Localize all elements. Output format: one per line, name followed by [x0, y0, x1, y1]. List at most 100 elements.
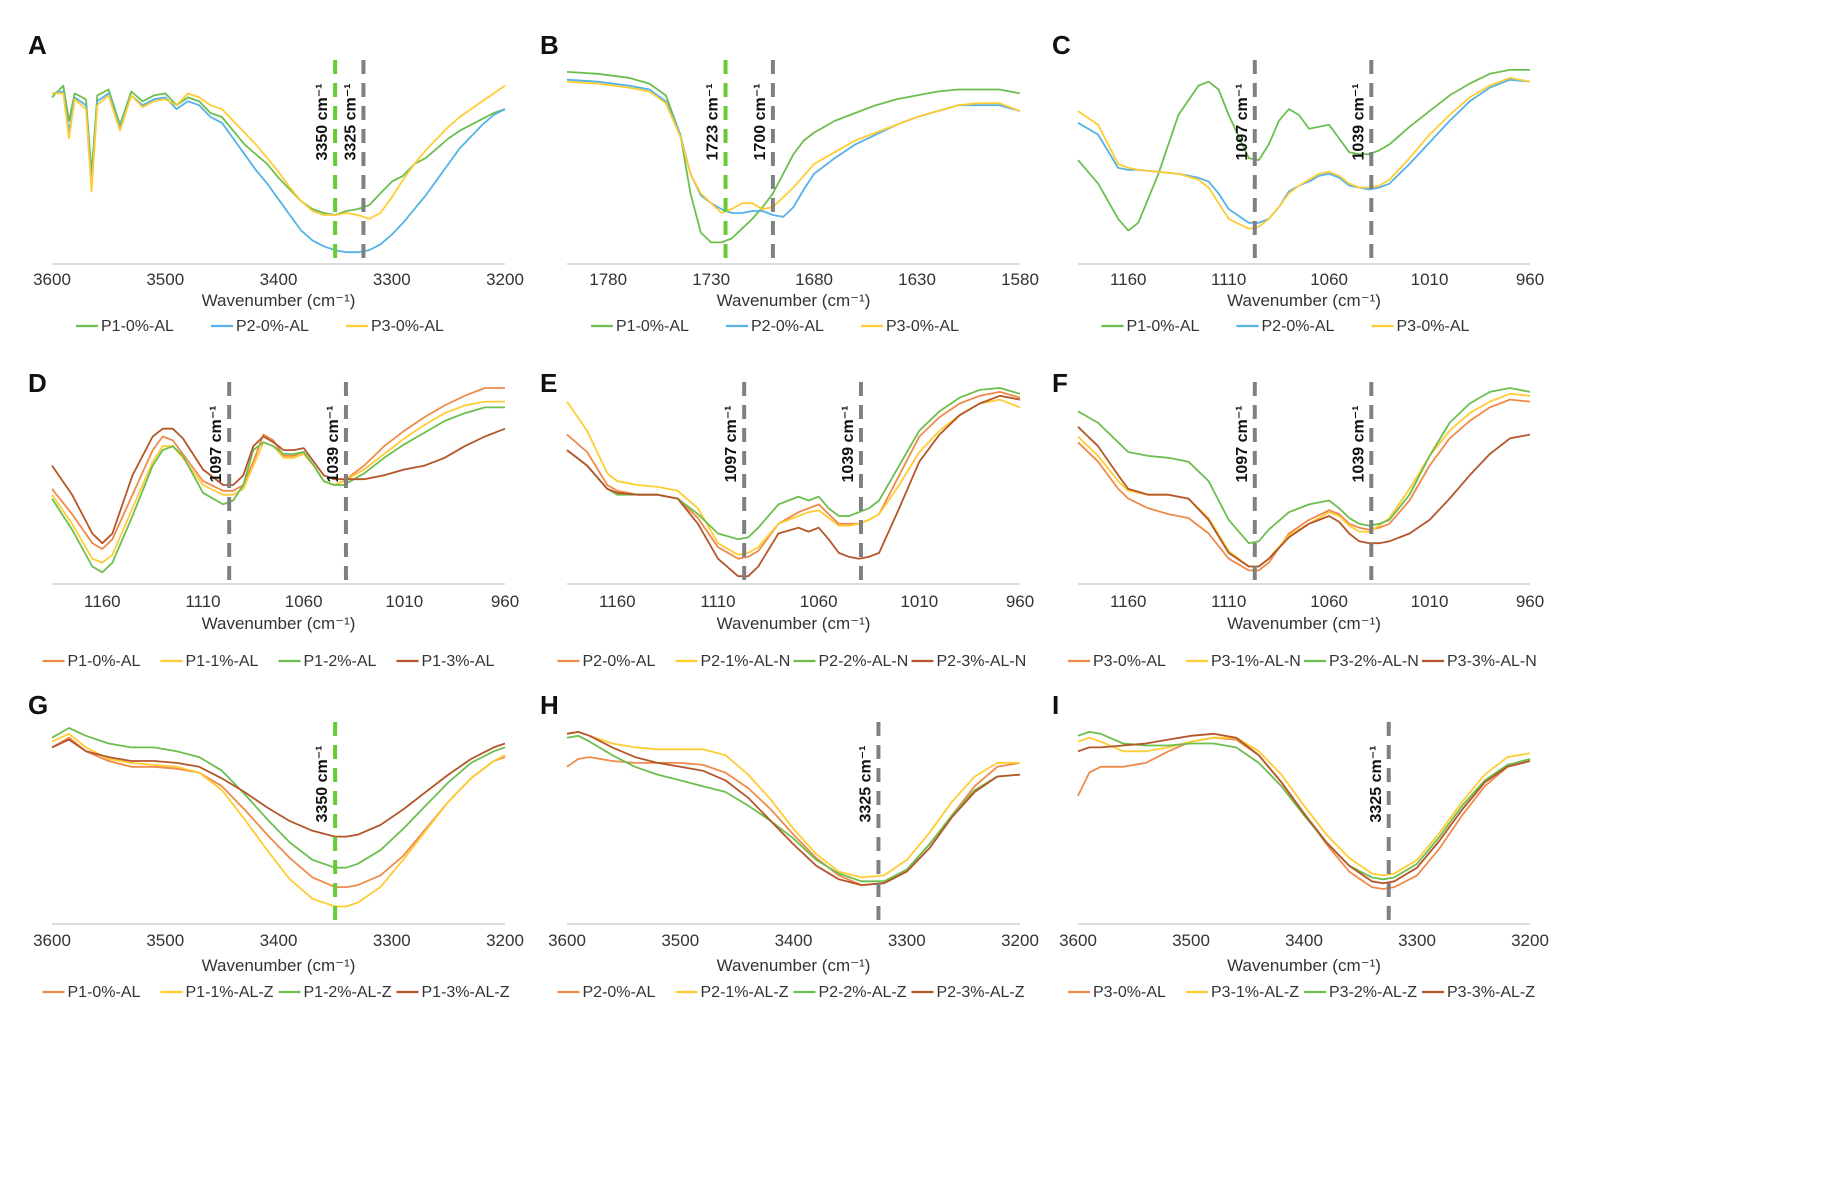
legend-label: P1-0%-AL [616, 318, 689, 335]
x-tick-label: 3600 [548, 931, 586, 950]
marker-label-1700: 1700 cm⁻¹ [752, 84, 769, 161]
marker-label-1097: 1097 cm⁻¹ [208, 406, 225, 483]
panel-letter: A [28, 30, 47, 60]
x-tick-label: 1160 [1110, 270, 1147, 289]
legend-label: P1-0%-AL [1127, 318, 1200, 335]
legend-label: P2-3%-AL-Z [937, 984, 1025, 1001]
legend-label: P2-1%-AL-Z [701, 984, 789, 1001]
marker-label-3325: 3325 cm⁻¹ [342, 84, 359, 161]
x-tick-label: 1060 [800, 592, 838, 611]
x-tick-label: 1060 [285, 592, 323, 611]
x-tick-label: 3200 [1511, 931, 1549, 950]
panel-letter: H [540, 690, 559, 720]
legend-label: P2-1%-AL-N [701, 653, 791, 670]
x-axis-label: Wavenumber (cm⁻¹) [1227, 291, 1381, 310]
legend-label: P1-1%-AL-Z [186, 984, 274, 1001]
x-tick-label: 3500 [1172, 931, 1210, 950]
x-tick-label: 3500 [661, 931, 699, 950]
x-tick-label: 3600 [33, 931, 71, 950]
series-line-p1-3pct-al-z [51, 738, 506, 838]
x-tick-label: 1110 [185, 592, 220, 611]
marker-label-1039: 1039 cm⁻¹ [325, 406, 342, 483]
x-tick-label: 1010 [900, 592, 938, 611]
series-line-p1-2pct-al [51, 406, 505, 574]
x-axis-label: Wavenumber (cm⁻¹) [717, 956, 871, 975]
x-tick-label: 1160 [84, 592, 121, 611]
chart-panel-e: E 1160 1110 1060 1010 960 Wavenumber (cm⁻¹) 109… [540, 368, 1034, 670]
legend-label: P3-2%-AL-N [1329, 653, 1419, 670]
legend-label: P3-0%-AL [1093, 984, 1166, 1001]
x-tick-label: 1060 [1310, 592, 1348, 611]
legend-label: P3-3%-AL-N [1447, 653, 1537, 670]
x-tick-label: 3500 [146, 270, 184, 289]
marker-label-1039: 1039 cm⁻¹ [840, 406, 857, 483]
x-axis-label: Wavenumber (cm⁻¹) [717, 291, 871, 310]
series-line-p2-3pct-al-z [566, 731, 1021, 886]
x-tick-label: 1010 [1411, 592, 1449, 611]
marker-label-3325: 3325 cm⁻¹ [857, 746, 874, 823]
x-tick-label: 3200 [1001, 931, 1039, 950]
x-tick-label: 1010 [1411, 270, 1449, 289]
legend-label: P2-0%-AL [236, 318, 309, 335]
x-tick-label: 3500 [146, 931, 184, 950]
series-line-p3-1pct-al-z [1077, 736, 1531, 877]
series-line-p3-3pct-al-z [1077, 732, 1531, 885]
x-axis-label: Wavenumber (cm⁻¹) [202, 956, 356, 975]
chart-panel-h: H 3600 3500 3400 3300 3200 Wavenumber (cm⁻¹) 33… [540, 690, 1039, 1001]
panel-letter: B [540, 30, 559, 60]
legend-label: P1-3%-AL [422, 653, 495, 670]
x-tick-label: 1110 [1211, 270, 1246, 289]
x-tick-label: 1680 [795, 270, 833, 289]
x-tick-label: 3300 [373, 270, 411, 289]
panel-letter: G [28, 690, 48, 720]
legend-label: P2-0%-AL [583, 984, 656, 1001]
x-axis-label: Wavenumber (cm⁻¹) [202, 291, 356, 310]
legend-label: P3-1%-AL-Z [1211, 984, 1299, 1001]
chart-panel-g: G 3600 3500 3400 3300 3200 Wavenumber (cm⁻¹) 33… [28, 690, 524, 1001]
legend-label: P1-3%-AL-Z [422, 984, 510, 1001]
legend-label: P2-0%-AL [1262, 318, 1335, 335]
marker-label-1097: 1097 cm⁻¹ [1234, 406, 1251, 483]
x-axis-label: Wavenumber (cm⁻¹) [1227, 614, 1381, 633]
series-line-p3-0pct-al [566, 80, 1021, 214]
series-line-p1-0pct-al [1077, 69, 1530, 232]
series-line-p2-0pct-al [51, 90, 506, 254]
x-tick-label: 1060 [1310, 270, 1348, 289]
panel-letter: E [540, 368, 557, 398]
x-tick-label: 3200 [486, 270, 524, 289]
legend-label: P3-0%-AL [886, 318, 959, 335]
series-line-p3-0pct-al [1077, 398, 1531, 572]
legend-label: P1-0%-AL [101, 318, 174, 335]
legend-label: P1-1%-AL [186, 653, 259, 670]
series-line-p2-0pct-al [566, 390, 1021, 560]
x-tick-label: 3200 [486, 931, 524, 950]
series-line-p1-0pct-al [51, 387, 505, 550]
legend-label: P2-0%-AL [751, 318, 824, 335]
chart-panel-a: A 3600 3500 3400 3300 3200 Wavenumber (cm⁻¹) 33… [28, 30, 524, 335]
legend-label: P1-2%-AL-Z [304, 984, 392, 1001]
legend-label: P1-2%-AL [304, 653, 377, 670]
x-tick-label: 3300 [888, 931, 926, 950]
x-axis-label: Wavenumber (cm⁻¹) [1227, 956, 1381, 975]
legend-label: P2-3%-AL-N [937, 653, 1027, 670]
marker-label-3350: 3350 cm⁻¹ [314, 746, 331, 823]
series-line-p2-1pct-al-n [566, 398, 1021, 556]
x-tick-label: 3400 [775, 931, 813, 950]
x-tick-label: 3600 [1059, 931, 1097, 950]
series-line-p1-0pct-al [566, 71, 1021, 244]
x-tick-label: 3400 [260, 931, 298, 950]
marker-label-1039: 1039 cm⁻¹ [1350, 84, 1367, 161]
legend-label: P1-0%-AL [68, 984, 141, 1001]
x-tick-label: 3300 [1398, 931, 1436, 950]
series-line-p3-0pct-al [1077, 76, 1531, 230]
x-tick-label: 1160 [1110, 592, 1147, 611]
x-tick-label: 960 [1516, 270, 1544, 289]
legend-label: P2-2%-AL-Z [819, 984, 907, 1001]
series-line-p1-3pct-al [51, 427, 506, 545]
series-line-p3-2pct-al-n [1077, 387, 1531, 545]
x-tick-label: 960 [1006, 592, 1034, 611]
marker-label-3350: 3350 cm⁻¹ [314, 84, 331, 161]
series-line-p3-0pct-al [52, 84, 506, 220]
series-line-p1-0pct-al [51, 84, 506, 216]
